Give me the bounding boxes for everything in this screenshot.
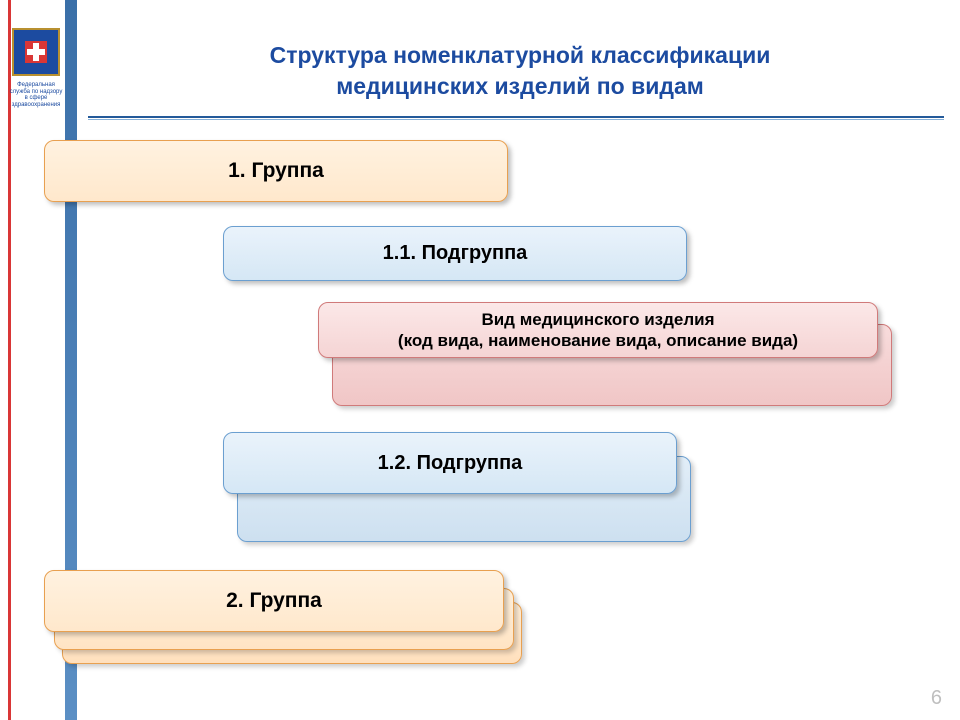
box-label: 1. Группа xyxy=(228,158,324,184)
box-medtype: Вид медицинского изделия (код вида, наим… xyxy=(318,302,878,358)
box-label-line1: Вид медицинского изделия xyxy=(481,309,714,330)
agency-logo-caption: Федеральная служба по надзору в сфере зд… xyxy=(8,82,64,108)
box-label: 1.1. Подгруппа xyxy=(383,241,528,266)
agency-logo xyxy=(12,28,60,76)
box-subgroup-1-1: 1.1. Подгруппа xyxy=(223,226,687,281)
title-underline xyxy=(88,116,944,120)
box-label: 2. Группа xyxy=(226,588,322,614)
box-label: 1.2. Подгруппа xyxy=(378,451,523,476)
page-number: 6 xyxy=(931,687,942,710)
box-group-1: 1. Группа xyxy=(44,140,508,202)
title-line-2: медицинских изделий по видам xyxy=(336,73,704,99)
page-title: Структура номенклатурной классификации м… xyxy=(100,40,940,102)
box-subgroup-1-2: 1.2. Подгруппа xyxy=(223,432,677,494)
box-group-2: 2. Группа xyxy=(44,570,504,632)
box-label-line2: (код вида, наименование вида, описание в… xyxy=(398,330,798,351)
title-line-1: Структура номенклатурной классификации xyxy=(270,42,771,68)
